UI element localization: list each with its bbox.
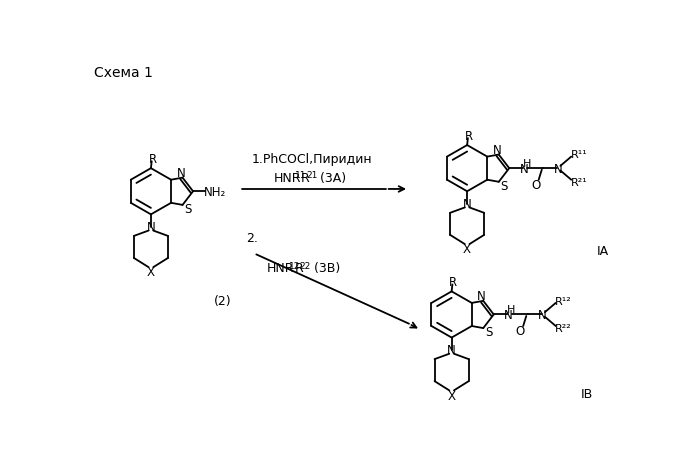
Text: N: N <box>504 308 513 321</box>
Text: 21: 21 <box>306 171 317 179</box>
Text: S: S <box>185 203 192 216</box>
Text: R²¹: R²¹ <box>570 178 587 188</box>
Text: 2.: 2. <box>246 231 258 245</box>
Text: IB: IB <box>581 386 593 400</box>
Text: R¹²: R¹² <box>555 296 572 306</box>
Text: N: N <box>463 198 472 211</box>
Text: HNR: HNR <box>273 171 301 184</box>
Text: R: R <box>465 129 473 142</box>
Text: 22: 22 <box>300 261 311 270</box>
Text: Схема 1: Схема 1 <box>94 66 152 80</box>
Text: N: N <box>538 308 547 321</box>
Text: X: X <box>463 243 471 256</box>
Text: N: N <box>493 143 502 157</box>
Text: S: S <box>500 180 508 193</box>
Text: R: R <box>148 152 157 165</box>
Text: O: O <box>515 325 525 337</box>
Text: R²²: R²² <box>555 324 572 334</box>
Text: X: X <box>147 266 155 279</box>
Text: (3B): (3B) <box>306 262 340 275</box>
Text: (3A): (3A) <box>312 171 346 184</box>
Text: N: N <box>554 162 563 175</box>
Text: N: N <box>477 289 486 302</box>
Text: H: H <box>507 304 516 314</box>
Text: HNR: HNR <box>267 262 295 275</box>
Text: R: R <box>294 262 303 275</box>
Text: 12: 12 <box>289 261 301 270</box>
Text: O: O <box>531 179 540 191</box>
Text: S: S <box>485 326 492 339</box>
Text: N: N <box>447 344 456 357</box>
Text: N: N <box>147 221 155 234</box>
Text: X: X <box>447 389 456 402</box>
Text: 1.PhCOCl,Пиридин: 1.PhCOCl,Пиридин <box>252 152 373 165</box>
Text: NH₂: NH₂ <box>203 185 226 198</box>
Text: R¹¹: R¹¹ <box>570 150 587 160</box>
Text: R: R <box>301 171 309 184</box>
Text: 11: 11 <box>295 171 307 179</box>
Text: (2): (2) <box>214 295 232 308</box>
Text: N: N <box>177 166 185 179</box>
Text: H: H <box>523 158 531 168</box>
Text: N: N <box>519 162 528 175</box>
Text: IA: IA <box>597 245 609 257</box>
Text: R: R <box>449 275 457 288</box>
